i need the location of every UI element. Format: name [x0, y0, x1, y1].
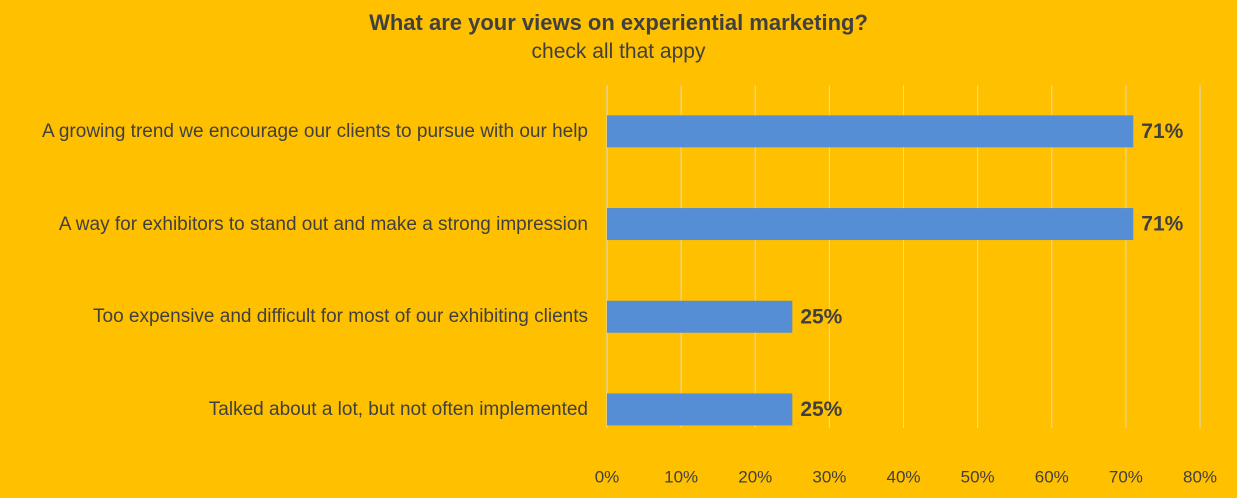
chart-title: What are your views on experiential mark…	[369, 10, 868, 35]
bar	[607, 115, 1134, 148]
x-tick-label: 60%	[1035, 467, 1069, 486]
x-tick-label: 80%	[1183, 467, 1217, 486]
bar	[607, 300, 793, 333]
x-tick-label: 30%	[812, 467, 846, 486]
bar	[607, 393, 793, 426]
value-label: 71%	[1141, 120, 1183, 143]
x-tick-label: 0%	[595, 467, 620, 486]
x-tick-label: 10%	[664, 467, 698, 486]
bar	[607, 208, 1134, 241]
x-tick-label: 70%	[1109, 467, 1143, 486]
value-label: 25%	[800, 398, 842, 421]
category-label: A way for exhibitors to stand out and ma…	[58, 213, 588, 235]
category-label: Too expensive and difficult for most of …	[93, 306, 588, 328]
value-label: 71%	[1141, 213, 1183, 236]
value-label: 25%	[800, 305, 842, 328]
x-tick-label: 50%	[961, 467, 995, 486]
x-tick-label: 40%	[886, 467, 920, 486]
category-label: Talked about a lot, but not often implem…	[208, 398, 588, 420]
chart-subtitle: check all that appy	[531, 40, 706, 63]
x-tick-label: 20%	[738, 467, 772, 486]
category-label: A growing trend we encourage our clients…	[41, 120, 588, 142]
